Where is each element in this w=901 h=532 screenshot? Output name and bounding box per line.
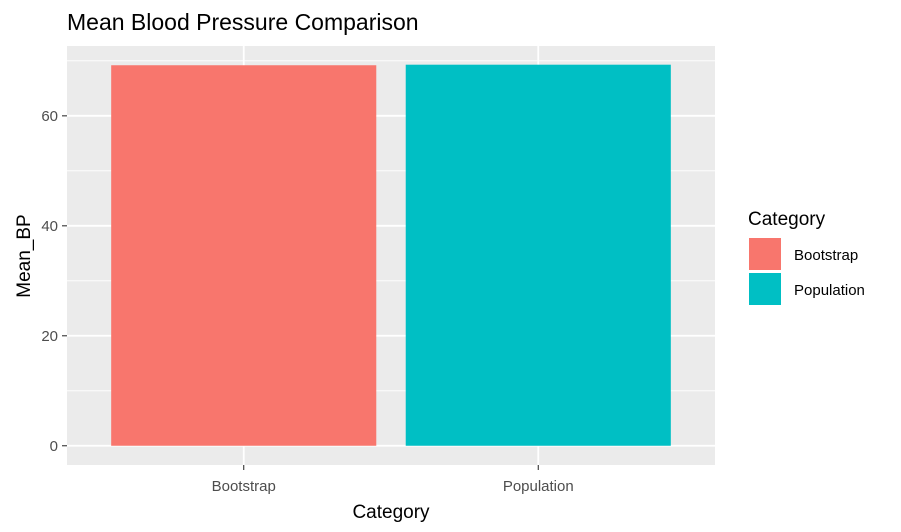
legend-items: Bootstrap Population <box>749 238 865 305</box>
y-tick-label: 60 <box>41 108 58 125</box>
legend-title: Category <box>748 209 826 230</box>
y-axis: 0 20 40 60 <box>41 108 67 455</box>
chart-title: Mean Blood Pressure Comparison <box>67 9 419 35</box>
legend-key-bootstrap <box>749 238 781 270</box>
y-tick-label: 0 <box>50 438 58 455</box>
x-axis-title: Category <box>352 502 430 523</box>
bar-population <box>405 64 671 446</box>
legend-key-population <box>749 273 781 305</box>
legend-label: Population <box>794 282 865 299</box>
y-tick-label: 40 <box>41 218 58 235</box>
y-tick-label: 20 <box>41 328 58 345</box>
x-tick-label: Bootstrap <box>212 478 276 495</box>
x-tick-label: Population <box>503 478 574 495</box>
legend-label: Bootstrap <box>794 247 858 264</box>
x-axis: Bootstrap Population <box>212 465 574 495</box>
y-axis-title: Mean_BP <box>14 214 35 297</box>
legend: Category Bootstrap Population <box>748 209 865 305</box>
bars <box>111 64 671 446</box>
bar-bootstrap <box>111 65 377 446</box>
